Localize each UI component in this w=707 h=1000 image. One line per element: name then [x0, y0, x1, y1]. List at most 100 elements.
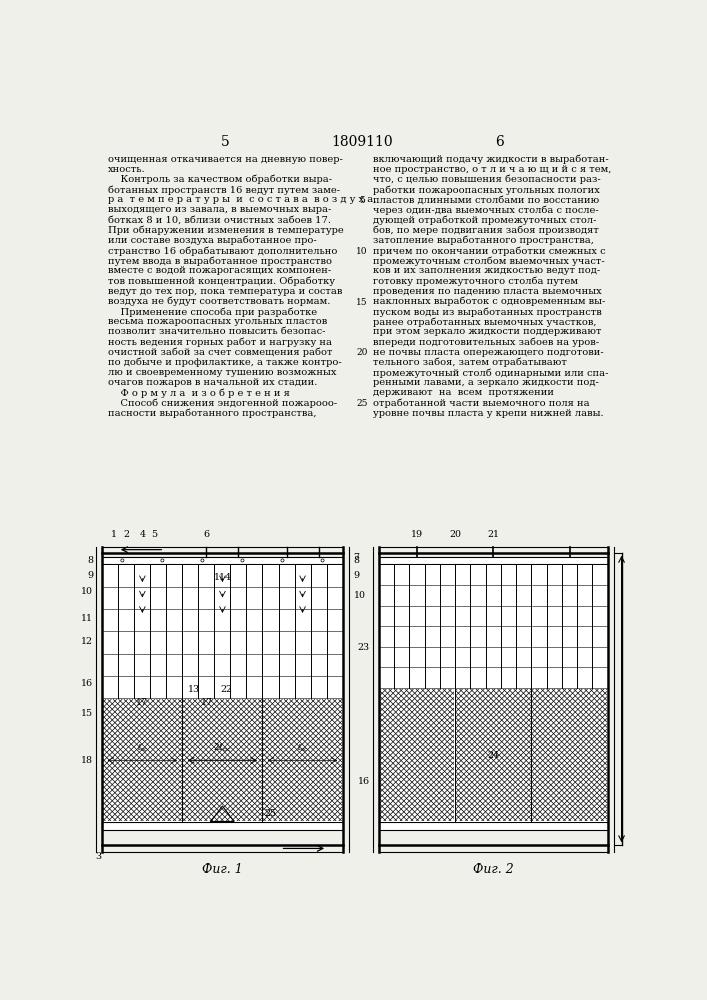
Bar — [379, 564, 455, 822]
Bar — [379, 557, 607, 564]
Text: р а  т е м п е р а т у р ы  и  с о с т а в а  в о з д у х а,: р а т е м п е р а т у р ы и с о с т а в … — [107, 195, 376, 204]
Bar — [532, 564, 607, 822]
Text: При обнаружении изменения в температуре: При обнаружении изменения в температуре — [107, 226, 344, 235]
Text: 17: 17 — [200, 698, 212, 707]
Bar — [380, 689, 455, 821]
Bar — [103, 822, 343, 830]
Text: 21: 21 — [487, 530, 499, 539]
Text: 25: 25 — [264, 809, 276, 818]
Text: тельного забоя, затем отрабатывают: тельного забоя, затем отрабатывают — [373, 358, 567, 367]
Text: очищенная откачивается на дневную повер-: очищенная откачивается на дневную повер- — [107, 155, 343, 164]
Text: готовку промежуточного столба путем: готовку промежуточного столба путем — [373, 277, 578, 286]
Text: по добыче и профилактике, а также контро-: по добыче и профилактике, а также контро… — [107, 358, 341, 367]
Text: 19: 19 — [411, 530, 423, 539]
Text: 8: 8 — [354, 556, 359, 565]
Text: 25: 25 — [356, 399, 368, 408]
Text: тов повышенной концентрации. Обработку: тов повышенной концентрации. Обработку — [107, 277, 334, 286]
Text: держивают  на  всем  протяжении: держивают на всем протяжении — [373, 388, 554, 397]
Text: ность ведения горных работ и нагрузку на: ность ведения горных работ и нагрузку на — [107, 338, 332, 347]
Bar — [455, 564, 532, 822]
Text: 9: 9 — [87, 571, 93, 580]
Text: бов, по мере подвигания забоя производят: бов, по мере подвигания забоя производят — [373, 226, 599, 235]
Bar — [182, 564, 262, 822]
Text: Фиг. 1: Фиг. 1 — [202, 863, 243, 876]
Bar — [532, 689, 607, 821]
Text: промежуточный столб одинарными или спа-: промежуточный столб одинарными или спа- — [373, 368, 608, 378]
Bar — [456, 689, 531, 821]
Text: позволит значительно повысить безопас-: позволит значительно повысить безопас- — [107, 327, 325, 336]
Text: $\ell_{oc}$: $\ell_{oc}$ — [136, 743, 148, 754]
Text: ботках 8 и 10, вблизи очистных забоев 17.: ботках 8 и 10, вблизи очистных забоев 17… — [107, 216, 331, 225]
Text: 4: 4 — [139, 530, 146, 539]
Text: ренными лавами, а зеркало жидкости под-: ренными лавами, а зеркало жидкости под- — [373, 378, 599, 387]
Text: 8: 8 — [87, 556, 93, 565]
Text: 22: 22 — [221, 685, 233, 694]
Text: очистной забой за счет совмещения работ: очистной забой за счет совмещения работ — [107, 348, 332, 357]
Bar — [103, 699, 182, 821]
Text: 6: 6 — [204, 530, 209, 539]
Text: 15: 15 — [81, 709, 93, 718]
Text: 10: 10 — [81, 587, 93, 596]
Text: затопление выработанного пространства,: затопление выработанного пространства, — [373, 236, 594, 245]
Text: 114: 114 — [214, 573, 231, 582]
Text: 2: 2 — [123, 530, 129, 539]
Text: выходящего из завала, в выемочных выра-: выходящего из завала, в выемочных выра- — [107, 205, 331, 214]
Text: хность.: хность. — [107, 165, 146, 174]
Text: или составе воздуха выработанное про-: или составе воздуха выработанное про- — [107, 236, 317, 245]
Text: при этом зеркало жидкости поддерживают: при этом зеркало жидкости поддерживают — [373, 327, 601, 336]
Bar — [456, 689, 531, 821]
Text: очагов пожаров в начальной их стадии.: очагов пожаров в начальной их стадии. — [107, 378, 317, 387]
Text: 12: 12 — [81, 637, 93, 646]
Text: отработанной части выемочного поля на: отработанной части выемочного поля на — [373, 399, 590, 408]
Text: 1809110: 1809110 — [331, 135, 393, 149]
Text: ное пространство, о т л и ч а ю щ и й с я тем,: ное пространство, о т л и ч а ю щ и й с … — [373, 165, 611, 174]
Text: ранее отработанных выемочных участков,: ранее отработанных выемочных участков, — [373, 317, 596, 327]
Text: путем ввода в выработанное пространство: путем ввода в выработанное пространство — [107, 256, 332, 266]
Text: пуском воды из выработанных пространств: пуском воды из выработанных пространств — [373, 307, 602, 317]
Bar — [263, 699, 341, 821]
Bar — [183, 699, 262, 821]
Text: 5: 5 — [221, 135, 230, 149]
Text: 15: 15 — [356, 298, 368, 307]
Text: странство 16 обрабатывают дополнительно: странство 16 обрабатывают дополнительно — [107, 246, 337, 256]
Text: работки пожароопасных угольных пологих: работки пожароопасных угольных пологих — [373, 185, 600, 195]
Bar — [263, 699, 341, 821]
Text: не почвы пласта опережающего подготови-: не почвы пласта опережающего подготови- — [373, 348, 604, 357]
Text: 7: 7 — [354, 553, 359, 562]
Text: проведения по падению пласта выемочных: проведения по падению пласта выемочных — [373, 287, 602, 296]
Text: 20: 20 — [449, 530, 461, 539]
Text: воздуха не будут соответствовать нормам.: воздуха не будут соответствовать нормам. — [107, 297, 330, 306]
Bar — [380, 689, 455, 821]
Text: впереди подготовительных забоев на уров-: впереди подготовительных забоев на уров- — [373, 338, 599, 347]
Bar — [379, 822, 607, 830]
Text: ведут до тех пор, пока температура и состав: ведут до тех пор, пока температура и сос… — [107, 287, 342, 296]
Text: 13: 13 — [188, 685, 201, 694]
Text: уровне почвы пласта у крепи нижней лавы.: уровне почвы пласта у крепи нижней лавы. — [373, 409, 604, 418]
Text: причем по окончании отработки смежных с: причем по окончании отработки смежных с — [373, 246, 605, 256]
Text: Контроль за качеством обработки выра-: Контроль за качеством обработки выра- — [107, 175, 332, 184]
Text: вместе с водой пожарогасящих компонен-: вместе с водой пожарогасящих компонен- — [107, 266, 331, 275]
Text: Способ снижения эндогенной пожарооо-: Способ снижения эндогенной пожарооо- — [107, 399, 337, 408]
Text: $\ell_{oc}$: $\ell_{oc}$ — [297, 743, 308, 754]
Text: лю и своевременному тушению возможных: лю и своевременному тушению возможных — [107, 368, 337, 377]
Text: 5: 5 — [359, 196, 365, 205]
Text: 23: 23 — [358, 643, 370, 652]
Text: промежуточным столбом выемочных участ-: промежуточным столбом выемочных участ- — [373, 256, 604, 266]
Text: 9: 9 — [354, 571, 360, 580]
Text: 3: 3 — [95, 852, 102, 861]
Bar — [103, 699, 182, 821]
Text: весьма пожароопасных угольных пластов: весьма пожароопасных угольных пластов — [107, 317, 327, 326]
Text: пасности выработанного пространства,: пасности выработанного пространства, — [107, 409, 316, 418]
Text: что, с целью повышения безопасности раз-: что, с целью повышения безопасности раз- — [373, 175, 600, 184]
Text: 24: 24 — [487, 751, 499, 760]
Text: 17: 17 — [136, 698, 148, 707]
Text: включающий подачу жидкости в выработан-: включающий подачу жидкости в выработан- — [373, 155, 609, 164]
Text: 10: 10 — [356, 247, 368, 256]
Text: ков и их заполнения жидкостью ведут под-: ков и их заполнения жидкостью ведут под- — [373, 266, 600, 275]
Text: 6: 6 — [495, 135, 503, 149]
Text: 5: 5 — [151, 530, 158, 539]
Text: 11: 11 — [81, 614, 93, 623]
Text: 16: 16 — [81, 679, 93, 688]
Text: $2\ell_{oc}$: $2\ell_{oc}$ — [213, 742, 232, 754]
Text: наклонных выработок с одновременным вы-: наклонных выработок с одновременным вы- — [373, 297, 605, 306]
